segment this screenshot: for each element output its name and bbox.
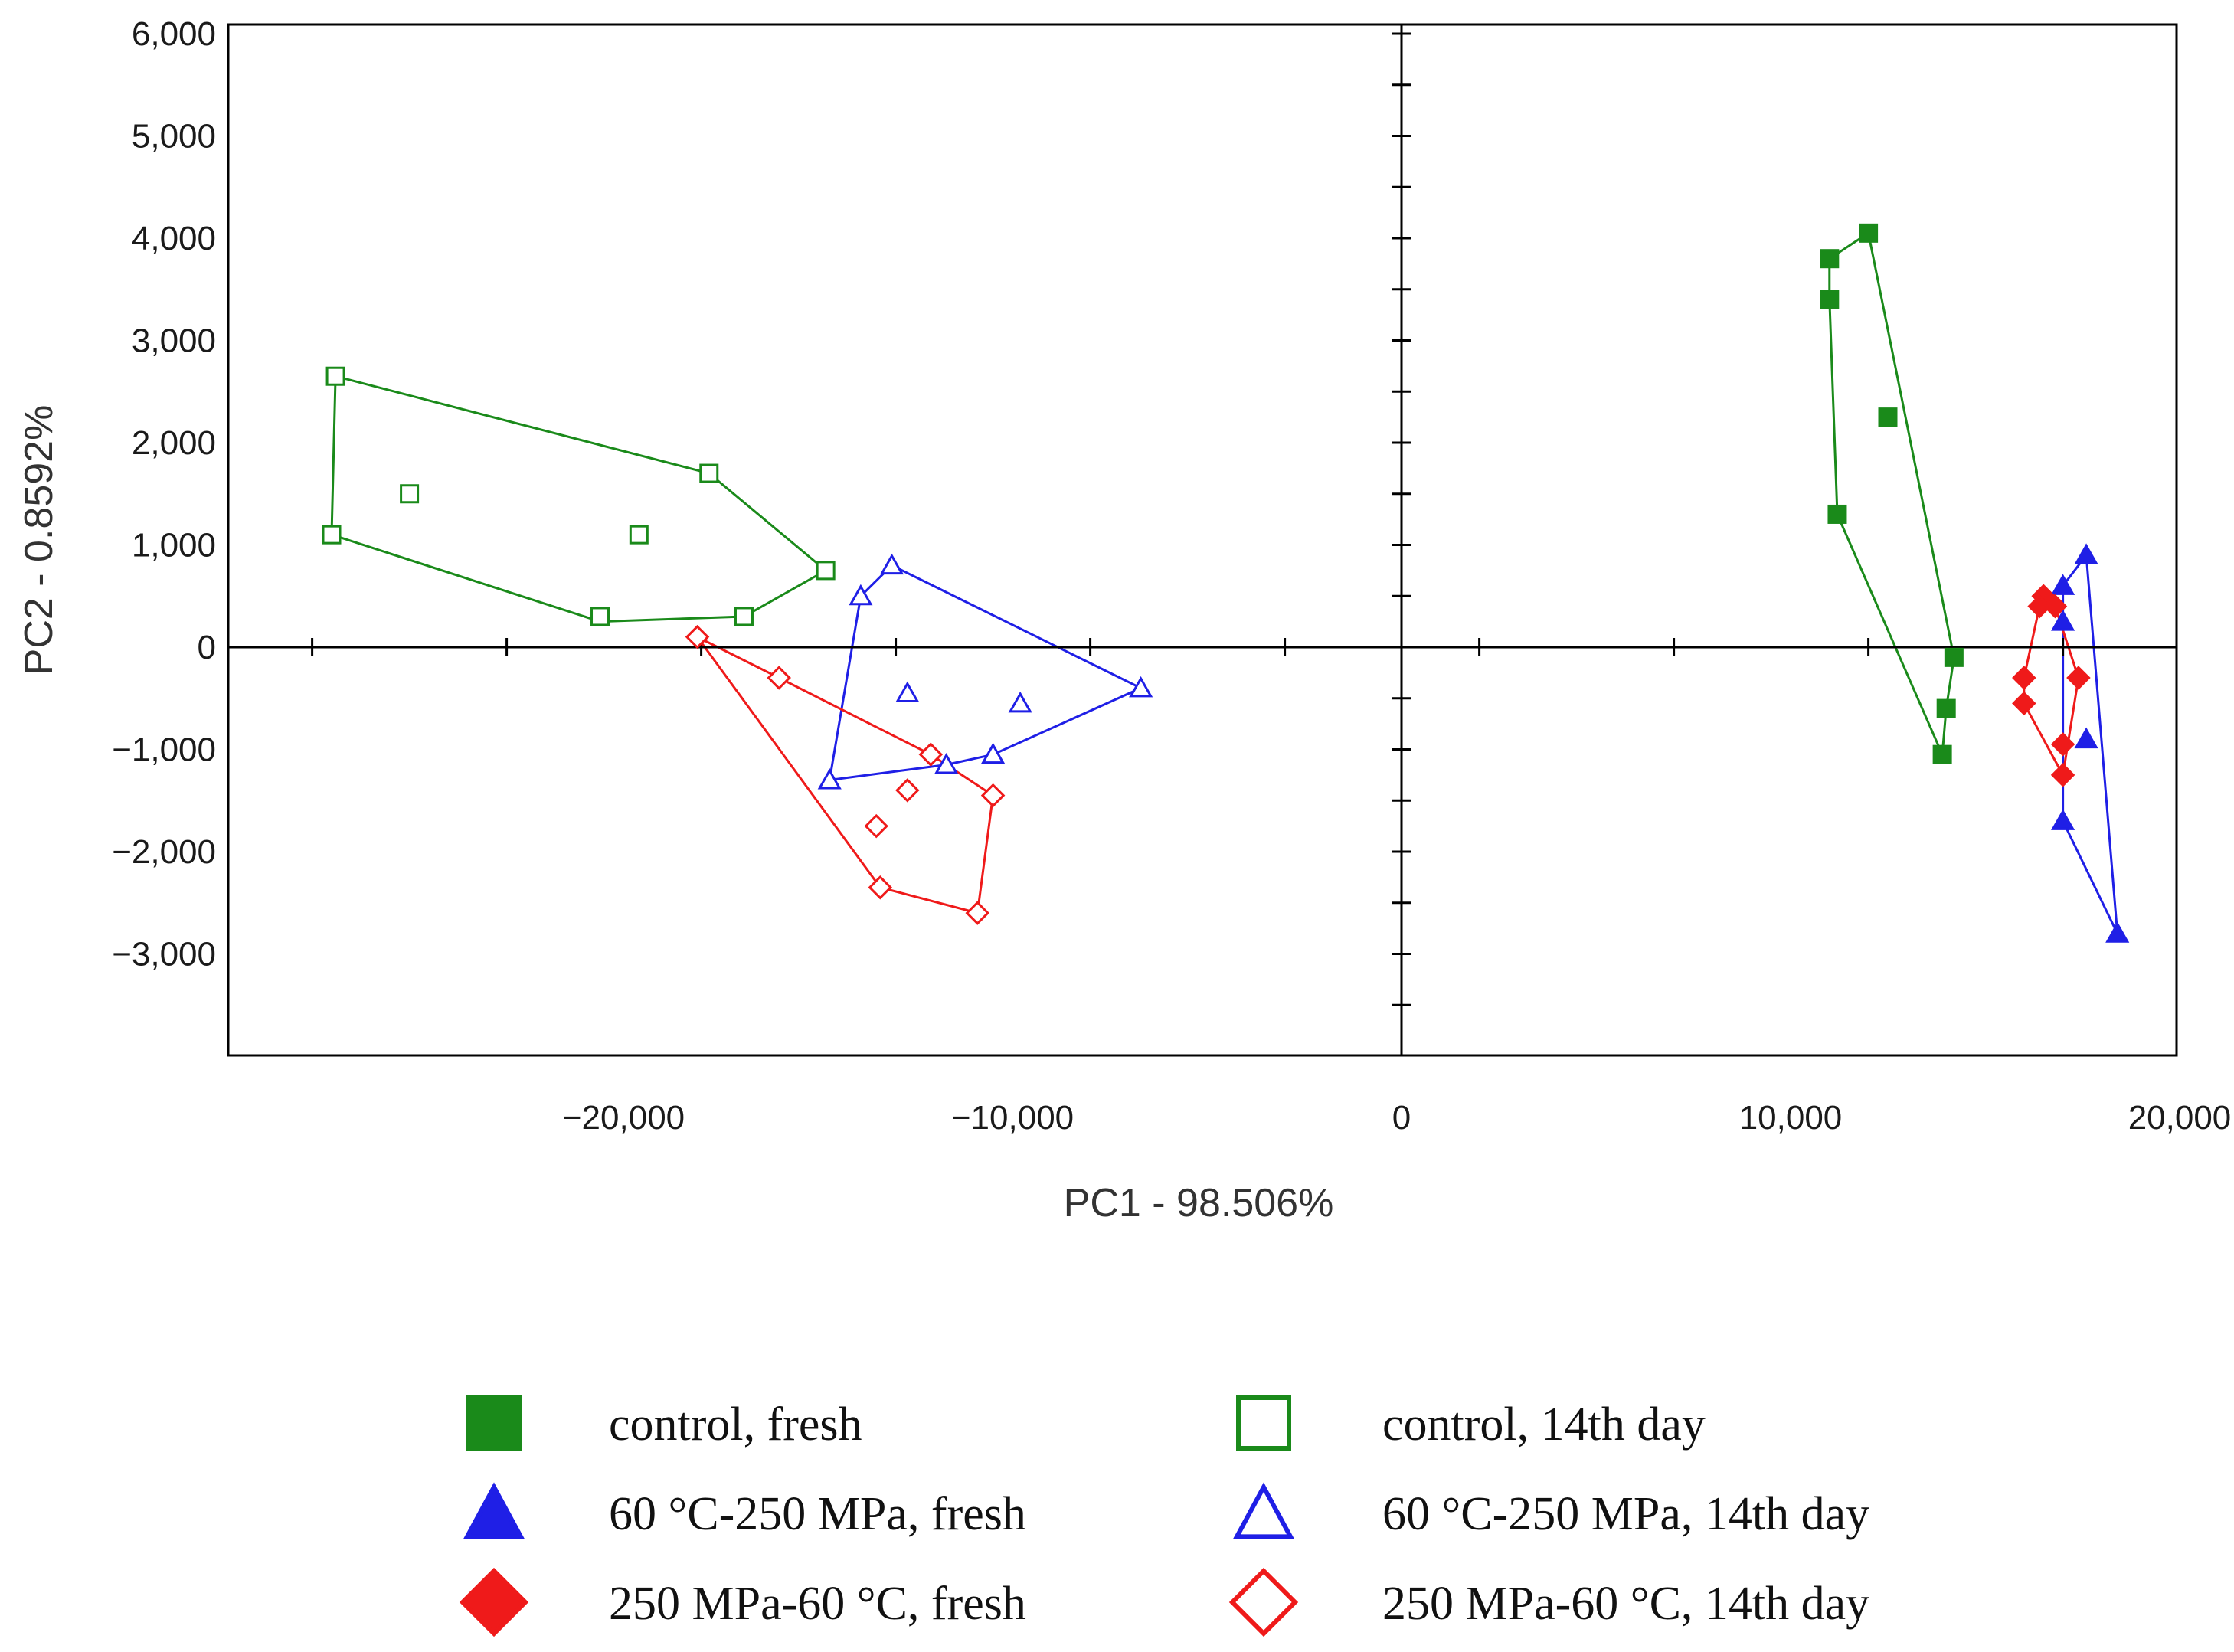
legend-label-4: 60 °C-250 MPa, 14th day <box>1382 1488 1869 1540</box>
point-series-5-8 <box>2050 763 2075 787</box>
point-series-4-3 <box>895 681 920 703</box>
point-series-5-4 <box>2012 666 2036 690</box>
point-series-1-2 <box>1820 290 1840 309</box>
point-series-5-3 <box>2043 594 2068 619</box>
legend-marker-3 <box>463 1482 525 1539</box>
point-series-1-6 <box>1944 647 1964 667</box>
legend-marker-6 <box>1228 1567 1299 1637</box>
point-series-4-8 <box>817 768 842 790</box>
point-series-6-8 <box>965 901 990 925</box>
legend-marker-4 <box>1232 1482 1295 1539</box>
legend-marker-5 <box>459 1567 529 1637</box>
x-tick-label: 10,000 <box>1739 1099 1843 1137</box>
hull-series-1 <box>1828 231 1955 755</box>
point-series-4-5 <box>1129 676 1153 698</box>
point-series-4-7 <box>934 753 959 774</box>
x-tick-labels: −20,000 −10,000 0 10,000 20,000 <box>562 1099 2231 1137</box>
x-tick-label: −20,000 <box>562 1099 685 1137</box>
point-series-2-1 <box>325 366 345 386</box>
x-axis-title: PC1 - 98.506% <box>1064 1181 1334 1225</box>
point-series-1-5 <box>1878 407 1898 427</box>
point-series-2-7 <box>734 607 754 626</box>
data-points <box>322 223 2130 943</box>
point-series-5-6 <box>2066 666 2091 690</box>
legend-label-6: 250 MPa-60 °C, 14th day <box>1382 1578 1869 1630</box>
legend-label-2: control, 14th day <box>1382 1398 1706 1451</box>
point-series-6-4 <box>895 778 920 803</box>
point-series-4-4 <box>1008 691 1032 713</box>
y-tick-label: 0 <box>198 629 216 666</box>
point-series-6-2 <box>767 666 791 690</box>
zero-axes <box>228 25 2177 1055</box>
point-series-5-7 <box>2050 732 2075 757</box>
point-series-3-6 <box>2105 921 2130 943</box>
x-tick-label: 0 <box>1392 1099 1411 1137</box>
y-tick-labels: 6,000 5,000 4,000 3,000 2,000 1,000 0 −1,000 −2,… <box>112 15 216 973</box>
y-tick-label: 3,000 <box>132 322 216 360</box>
legend-label-3: 60 °C-250 MPa, fresh <box>609 1488 1026 1540</box>
point-series-6-7 <box>868 875 893 900</box>
point-series-2-6 <box>590 607 610 626</box>
point-series-2-5 <box>629 525 649 545</box>
point-series-6-6 <box>980 783 1006 808</box>
x-tick-label: 20,000 <box>2128 1099 2232 1137</box>
point-series-6-1 <box>685 624 710 649</box>
y-tick-label: −1,000 <box>112 731 216 769</box>
point-series-1-3 <box>1859 223 1879 243</box>
legend-label-1: control, fresh <box>609 1398 862 1451</box>
point-series-2-4 <box>699 463 719 483</box>
point-series-5-2 <box>2027 594 2052 619</box>
point-series-2-3 <box>322 525 342 545</box>
y-tick-label: 5,000 <box>132 118 216 155</box>
point-series-1-1 <box>1820 249 1840 269</box>
y-tick-label: 1,000 <box>132 527 216 564</box>
point-series-1-8 <box>1932 744 1952 764</box>
legend: control, fresh control, 14th day 60 °C-250… <box>459 1395 1869 1637</box>
legend-marker-2 <box>1236 1395 1291 1451</box>
y-tick-label: 2,000 <box>132 424 216 462</box>
point-series-2-2 <box>400 484 420 504</box>
legend-marker-1 <box>466 1395 522 1451</box>
legend-label-5: 250 MPa-60 °C, fresh <box>609 1578 1026 1630</box>
point-series-6-5 <box>864 813 888 839</box>
point-series-4-2 <box>849 584 873 606</box>
point-series-4-6 <box>981 742 1006 764</box>
point-series-3-4 <box>2074 727 2098 749</box>
point-series-3-2 <box>2051 574 2075 595</box>
y-tick-label: 6,000 <box>132 15 216 53</box>
x-tick-label: −10,000 <box>951 1099 1074 1137</box>
point-series-1-7 <box>1936 698 1956 718</box>
y-axis-title: PC2 - 0.8592% <box>17 405 61 676</box>
point-series-5-5 <box>2012 691 2036 716</box>
point-series-4-1 <box>879 553 904 575</box>
point-series-3-1 <box>2074 543 2098 564</box>
y-tick-label: −2,000 <box>112 833 216 871</box>
point-series-1-4 <box>1827 504 1847 524</box>
y-tick-label: −3,000 <box>112 936 216 973</box>
point-series-6-3 <box>918 742 944 767</box>
y-tick-label: 4,000 <box>132 220 216 257</box>
point-series-3-3 <box>2051 610 2075 631</box>
plot-area-frame <box>227 23 2178 1057</box>
point-series-2-8 <box>816 561 836 581</box>
point-series-3-5 <box>2051 809 2075 830</box>
